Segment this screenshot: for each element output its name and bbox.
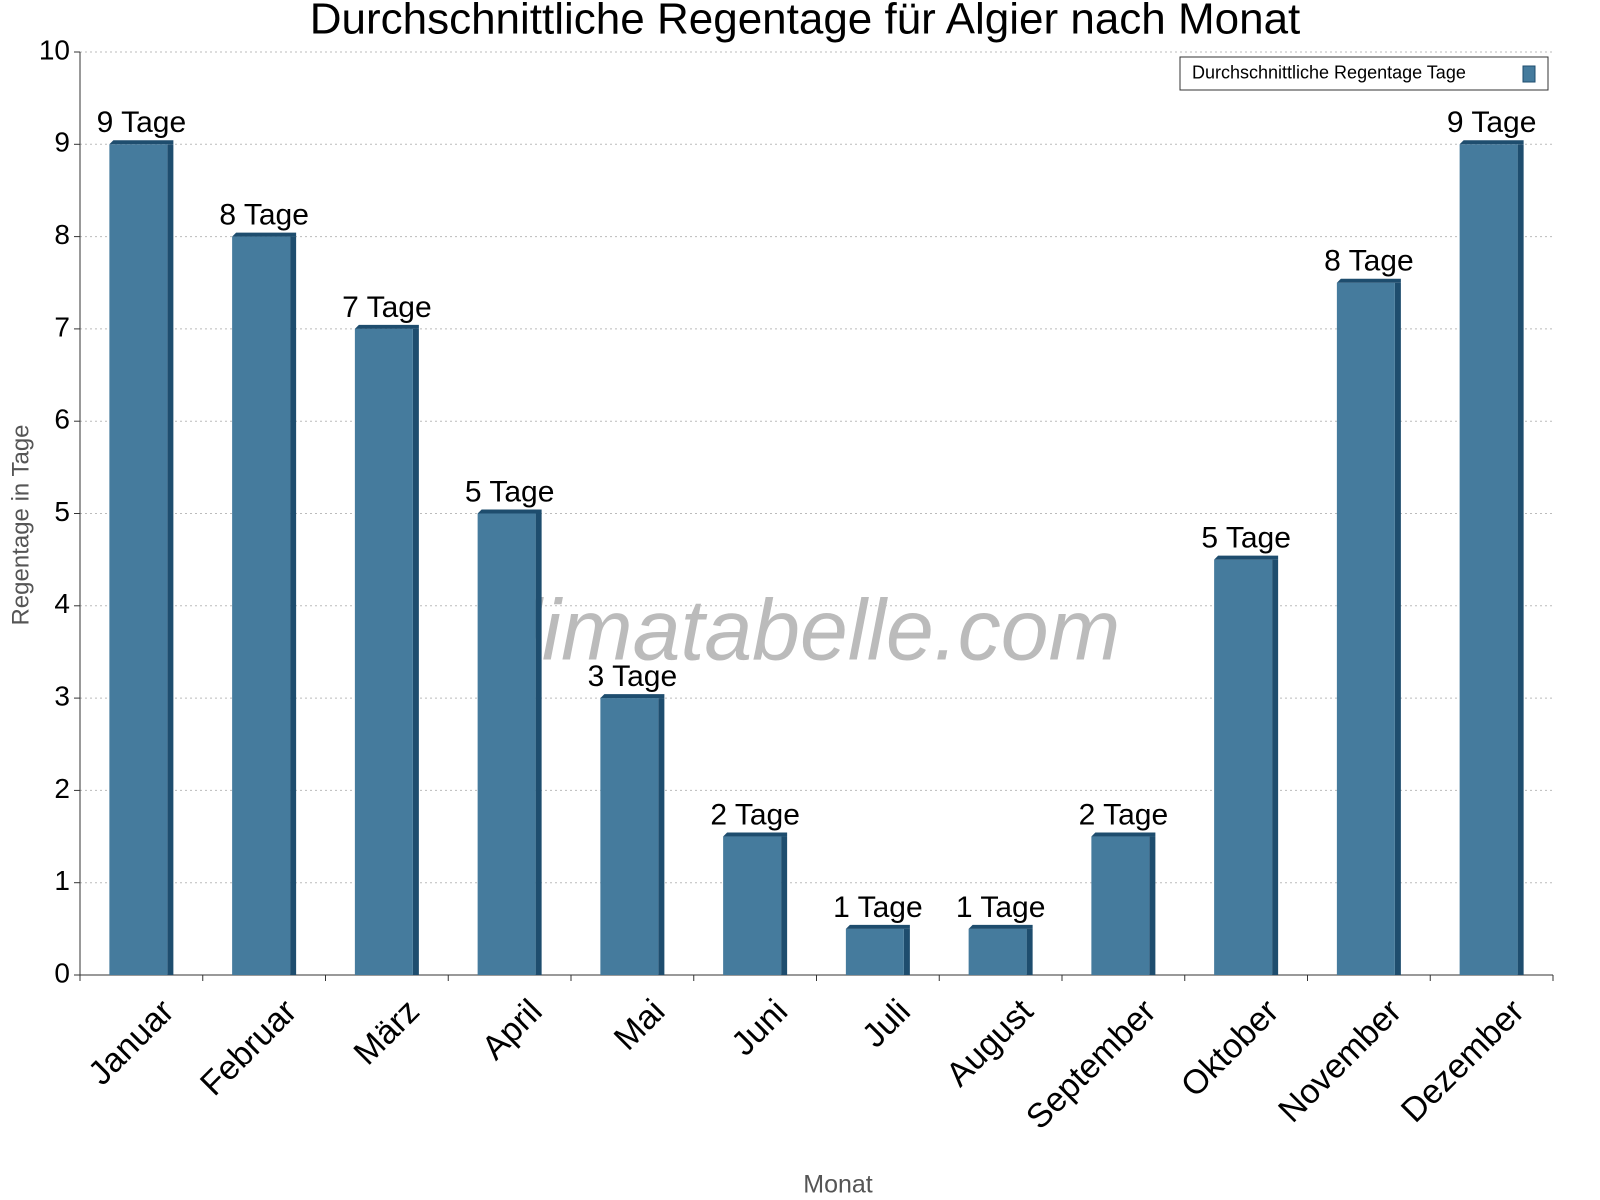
bar-top: [968, 924, 1033, 929]
bar-side: [535, 513, 542, 975]
y-tick-label: 10: [39, 34, 70, 65]
bar-side: [1026, 928, 1033, 975]
bar-top: [1336, 278, 1401, 283]
bar-top: [354, 324, 419, 329]
bar-side: [1517, 144, 1524, 976]
bar: [109, 144, 168, 976]
chart-title: Durchschnittliche Regentage für Algier n…: [310, 0, 1301, 44]
bar: [845, 928, 904, 975]
bar: [723, 836, 782, 975]
bar-top: [723, 832, 788, 837]
value-label: 8 Tage: [1324, 245, 1414, 278]
bar-side: [1394, 282, 1401, 975]
legend-swatch: [1522, 65, 1536, 83]
y-tick-label: 1: [54, 865, 70, 896]
bar-top: [1214, 555, 1279, 560]
y-tick-label: 2: [54, 773, 70, 804]
value-label: 2 Tage: [710, 798, 800, 831]
value-label: 5 Tage: [465, 475, 555, 508]
watermark: klimatabelle.com: [480, 583, 1120, 679]
value-label: 1 Tage: [833, 891, 923, 924]
y-tick-label: 8: [54, 219, 70, 250]
bar: [354, 328, 413, 975]
bar-side: [903, 928, 910, 975]
bar-side: [167, 144, 174, 976]
y-tick-label: 5: [54, 496, 70, 527]
bar-top: [477, 509, 542, 514]
bar: [1214, 559, 1273, 975]
bar-side: [781, 836, 788, 975]
y-tick-label: 9: [54, 127, 70, 158]
y-axis-title: Regentage in Tage: [7, 424, 34, 625]
bar-top: [1091, 832, 1156, 837]
legend-label: Durchschnittliche Regentage Tage: [1192, 62, 1466, 82]
value-label: 3 Tage: [588, 660, 678, 693]
bar: [232, 236, 291, 976]
value-label: 5 Tage: [1201, 522, 1291, 555]
bar-side: [290, 236, 297, 976]
bar-top: [109, 140, 174, 145]
value-label: 1 Tage: [956, 891, 1046, 924]
bar: [600, 698, 659, 975]
bar: [477, 513, 536, 975]
y-tick-label: 3: [54, 680, 70, 711]
y-tick-label: 4: [54, 588, 70, 619]
bar-side: [658, 698, 665, 975]
bar-top: [845, 924, 910, 929]
y-tick-label: 7: [54, 311, 70, 342]
bar: [1459, 144, 1518, 976]
legend-box: [1179, 56, 1549, 91]
value-label: 2 Tage: [1079, 798, 1169, 831]
value-label: 7 Tage: [342, 291, 432, 324]
bar: [1336, 282, 1395, 975]
y-tick-label: 0: [54, 957, 70, 988]
value-label: 9 Tage: [1447, 106, 1537, 139]
bar-side: [412, 328, 419, 975]
bar-top: [600, 694, 665, 699]
x-axis-title: Monat: [803, 1171, 873, 1199]
y-tick-label: 6: [54, 404, 70, 435]
bar-top: [232, 232, 297, 237]
value-label: 8 Tage: [219, 199, 309, 232]
value-label: 9 Tage: [97, 106, 187, 139]
bar-top: [1459, 140, 1524, 145]
bar-side: [1149, 836, 1156, 975]
bar: [968, 928, 1027, 975]
bar-side: [1272, 559, 1279, 975]
bar: [1091, 836, 1150, 975]
